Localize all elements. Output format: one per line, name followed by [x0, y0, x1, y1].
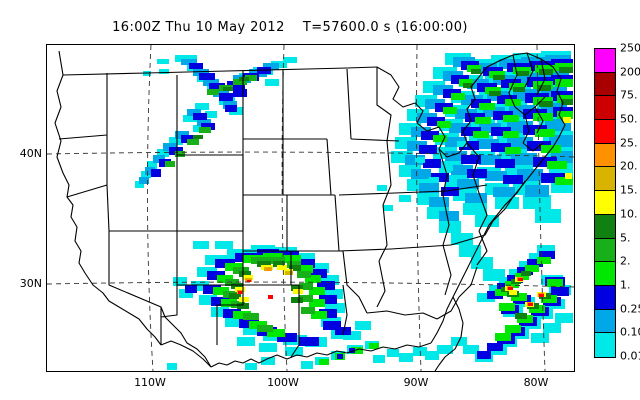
colorbar-tick-label: 50.: [620, 112, 638, 126]
colorbar-band: [595, 262, 615, 286]
colorbar-tick-label: 25.: [620, 136, 638, 150]
precip-northeast: [391, 51, 573, 281]
colorbar-band: [595, 96, 615, 121]
colorbar-tick-label: 20.: [620, 159, 638, 173]
y-tick-40N: 40N: [19, 147, 42, 160]
colorbar-tick-label: 75.: [620, 88, 638, 102]
precip-scattered: [167, 141, 499, 370]
colorbar-tick-label: 15.: [620, 183, 638, 197]
x-tick-90W: 90W: [403, 376, 429, 389]
colorbar-band: [595, 120, 615, 144]
map-outlines: [54, 50, 566, 371]
colorbar-tick-label: 5.: [620, 231, 631, 245]
colorbar-tick-label: 0.01: [620, 349, 640, 363]
colorbar-tick-label: 200.: [620, 65, 640, 79]
x-tick-80W: 80W: [523, 376, 549, 389]
precip-southern-plains: [173, 241, 371, 356]
colorbar-band: [595, 49, 615, 73]
colorbar: [594, 48, 616, 358]
colorbar-band: [595, 191, 615, 215]
colorbar-tick-label: 0.25: [620, 302, 640, 316]
colorbar-tick-label: 2.: [620, 254, 631, 268]
colorbar-band: [595, 167, 615, 192]
lat-lon-gridlines: [47, 45, 574, 371]
colorbar-band: [595, 214, 615, 239]
colorbar-band: [595, 333, 615, 357]
weather-map-plot: [46, 44, 575, 372]
colorbar-band: [595, 285, 615, 310]
y-tick-30N: 30N: [19, 277, 42, 290]
colorbar-band: [595, 143, 615, 168]
colorbar-tick-label: 250.: [620, 41, 640, 55]
colorbar-band: [595, 238, 615, 263]
precipitation-field: [135, 51, 573, 370]
precip-northern-rockies: [135, 55, 297, 188]
x-tick-100W: 100W: [267, 376, 299, 389]
plot-title: 16:00Z Thu 10 May 2012 T=57600.0 s (16:0…: [112, 20, 468, 35]
colorbar-band: [595, 72, 615, 97]
x-tick-110W: 110W: [134, 376, 166, 389]
colorbar-tick-label: 0.10: [620, 325, 640, 339]
colorbar-tick-label: 10.: [620, 207, 638, 221]
colorbar-tick-label: 1.: [620, 278, 631, 292]
precip-atlantic-offshore: [373, 245, 573, 363]
map-canvas: [47, 45, 574, 371]
colorbar-band: [595, 309, 615, 334]
